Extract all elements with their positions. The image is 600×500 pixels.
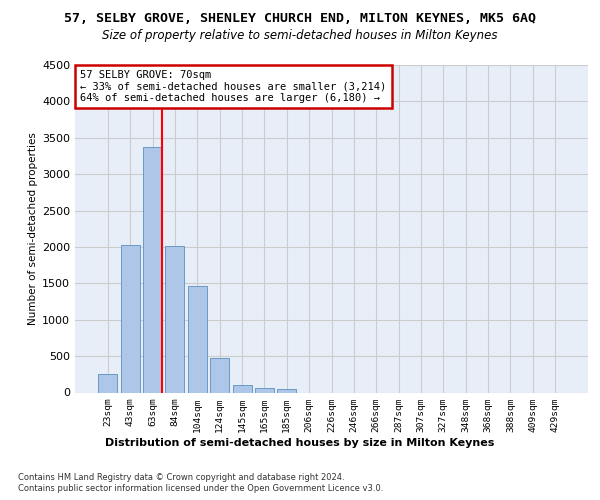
Text: Contains HM Land Registry data © Crown copyright and database right 2024.: Contains HM Land Registry data © Crown c… [18, 472, 344, 482]
Bar [121, 246, 140, 392]
Text: Size of property relative to semi-detached houses in Milton Keynes: Size of property relative to semi-detach… [102, 29, 498, 42]
Bar [98, 374, 118, 392]
Text: Distribution of semi-detached houses by size in Milton Keynes: Distribution of semi-detached houses by … [106, 438, 494, 448]
Text: 57, SELBY GROVE, SHENLEY CHURCH END, MILTON KEYNES, MK5 6AQ: 57, SELBY GROVE, SHENLEY CHURCH END, MIL… [64, 12, 536, 26]
Bar [277, 389, 296, 392]
Bar [255, 388, 274, 392]
Bar [143, 147, 162, 392]
Y-axis label: Number of semi-detached properties: Number of semi-detached properties [28, 132, 38, 325]
Text: 57 SELBY GROVE: 70sqm
← 33% of semi-detached houses are smaller (3,214)
64% of s: 57 SELBY GROVE: 70sqm ← 33% of semi-deta… [80, 70, 386, 103]
Text: Contains public sector information licensed under the Open Government Licence v3: Contains public sector information licen… [18, 484, 383, 493]
Bar [233, 385, 251, 392]
Bar [210, 358, 229, 392]
Bar [188, 286, 207, 393]
Bar [166, 246, 184, 392]
